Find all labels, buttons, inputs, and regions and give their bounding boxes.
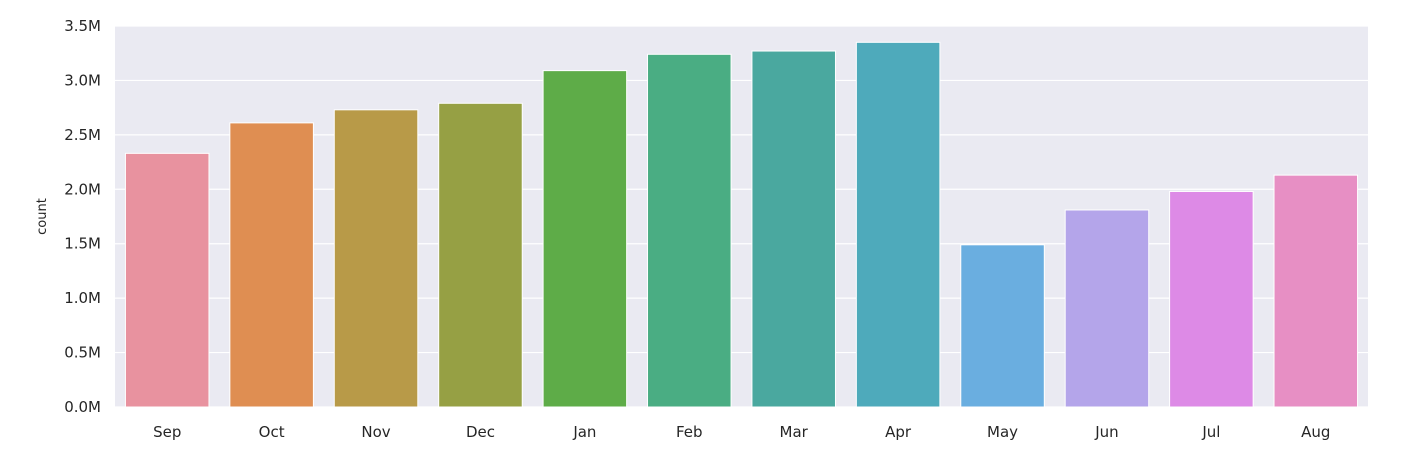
- x-tick-label: Jul: [1201, 423, 1220, 441]
- bar-apr: [855, 41, 941, 408]
- x-tick-label: Sep: [153, 423, 181, 441]
- y-tick-label: 2.5M: [64, 126, 101, 144]
- plot-area: [115, 26, 1368, 407]
- y-tick-label: 3.0M: [64, 71, 101, 89]
- y-axis-label: count: [35, 198, 50, 235]
- y-tick-label: 2.0M: [64, 180, 101, 198]
- bar-jan: [542, 70, 628, 408]
- x-tick-label: Jan: [572, 423, 596, 441]
- y-tick-label: 3.5M: [64, 17, 101, 35]
- y-tick-label: 1.5M: [64, 235, 101, 253]
- x-tick-label: Apr: [885, 423, 912, 441]
- gridlines: [115, 25, 1368, 408]
- x-axis-ticks: Sep Oct Nov Dec Jan Feb Mar Apr May Jun Jul Aug: [153, 423, 1330, 441]
- bar-aug: [1273, 174, 1359, 408]
- bar-mar: [751, 50, 836, 408]
- x-tick-label: May: [987, 423, 1018, 441]
- bar-jun: [1064, 209, 1150, 408]
- bar-nov: [333, 109, 419, 408]
- x-tick-label: Dec: [466, 423, 495, 441]
- bars: [124, 41, 1359, 408]
- x-tick-label: Feb: [676, 423, 703, 441]
- bar-sep: [124, 152, 210, 408]
- bar-may: [960, 244, 1045, 408]
- y-tick-label: 0.0M: [64, 398, 101, 416]
- y-axis-ticks: 0.0M 0.5M 1.0M 1.5M 2.0M 2.5M 3.0M 3.5M: [64, 17, 101, 416]
- bar-dec: [438, 102, 523, 408]
- x-tick-label: Nov: [361, 423, 390, 441]
- bar-oct: [229, 122, 314, 408]
- x-tick-label: Oct: [259, 423, 285, 441]
- bar-jul: [1169, 190, 1254, 408]
- bar-feb: [647, 53, 732, 408]
- y-tick-label: 1.0M: [64, 289, 101, 307]
- x-tick-label: Jun: [1094, 423, 1118, 441]
- y-tick-label: 0.5M: [64, 344, 101, 362]
- x-tick-label: Aug: [1301, 423, 1330, 441]
- x-tick-label: Mar: [780, 423, 809, 441]
